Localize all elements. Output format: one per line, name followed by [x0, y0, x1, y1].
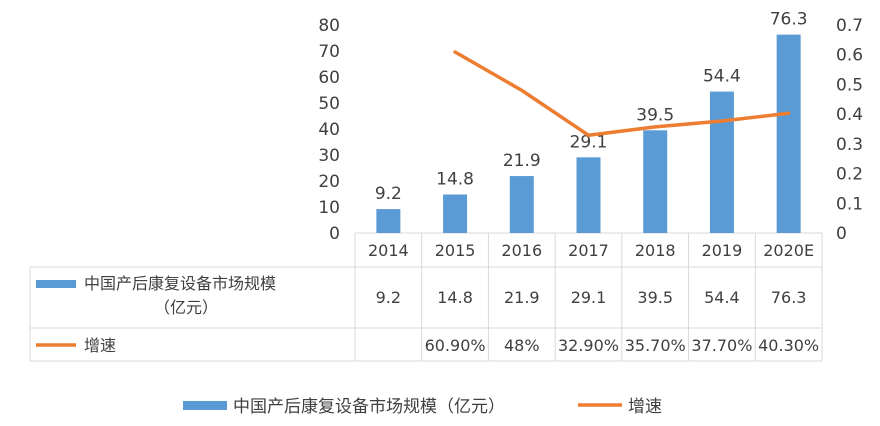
x-axis-category-label: 2020E	[763, 241, 814, 260]
left-axis-tick-label: 20	[318, 172, 340, 192]
bar-data-label: 39.5	[636, 105, 674, 125]
bar	[376, 209, 401, 233]
right-axis-tick-label: 0.6	[836, 46, 863, 66]
table-row1-value: 39.5	[637, 288, 673, 307]
right-axis-tick-label: 0.3	[836, 135, 863, 155]
growth-line-series	[453, 50, 791, 137]
bar	[576, 157, 601, 233]
left-axis-ticks: 0 10 20 30 40 50 60 70 80	[318, 16, 340, 244]
right-axis-tick-label: 0	[836, 224, 847, 244]
left-axis-tick-label: 0	[329, 224, 340, 244]
table-row1-value: 29.1	[571, 288, 607, 307]
right-axis-tick-label: 0.7	[836, 16, 863, 36]
x-axis-category-label: 2019	[702, 241, 743, 260]
bar-series	[376, 34, 801, 234]
table-row1-label-unit: （亿元）	[154, 298, 218, 317]
left-axis-tick-label: 70	[318, 42, 340, 62]
table-row2-value: 32.90%	[558, 336, 619, 355]
bar	[709, 91, 734, 233]
left-axis-tick-label: 40	[318, 120, 340, 140]
growth-line	[453, 50, 791, 137]
bar-data-label: 76.3	[770, 10, 808, 30]
legend-bar-swatch	[183, 401, 227, 410]
table-row2-value: 40.30%	[758, 336, 819, 355]
table-row2-value: 48%	[504, 336, 540, 355]
legend: 中国产后康复设备市场规模（亿元） 增速	[183, 397, 662, 417]
data-table-text: 2014 2015 2016 2017 2018 2019 2020E 中国产后康复设备市场规…	[36, 241, 819, 355]
table-row2-value: 35.70%	[625, 336, 686, 355]
bar	[643, 130, 668, 233]
table-row1-value: 76.3	[771, 288, 807, 307]
bar-data-label: 14.8	[436, 170, 474, 190]
table-row1-value: 21.9	[504, 288, 540, 307]
bar-data-label: 29.1	[570, 132, 608, 152]
right-axis-tick-label: 0.5	[836, 75, 863, 95]
bar	[443, 194, 468, 233]
right-axis-tick-label: 0.4	[836, 105, 863, 125]
right-axis-ticks: 0 0.1 0.2 0.3 0.4 0.5 0.6 0.7	[836, 16, 863, 244]
left-axis-tick-label: 30	[318, 146, 340, 166]
left-axis-tick-label: 60	[318, 68, 340, 88]
table-row1-value: 54.4	[704, 288, 740, 307]
x-axis-category-label: 2014	[368, 241, 409, 260]
right-axis-tick-label: 0.1	[836, 194, 863, 214]
legend-line-label: 增速	[628, 397, 662, 417]
bar	[776, 34, 801, 234]
bar-data-label: 54.4	[703, 67, 741, 87]
left-axis-tick-label: 10	[318, 198, 340, 218]
x-axis-category-label: 2015	[435, 241, 476, 260]
x-axis-category-label: 2017	[568, 241, 609, 260]
x-axis-category-label: 2016	[501, 241, 542, 260]
legend-bar-label: 中国产后康复设备市场规模（亿元）	[233, 397, 505, 417]
data-table-grid	[29, 232, 823, 362]
table-row2-label: 增速	[84, 336, 116, 355]
table-row2-value: 60.90%	[425, 336, 486, 355]
left-axis-tick-label: 50	[318, 94, 340, 114]
table-row1-label: 中国产后康复设备市场规模	[84, 274, 276, 293]
bar	[509, 176, 534, 233]
bar-data-labels: 9.2 14.8 21.9 29.1 39.5 54.4 76.3	[375, 10, 808, 204]
right-axis-tick-label: 0.2	[836, 165, 863, 185]
table-bar-key	[36, 280, 76, 288]
bar-data-label: 9.2	[375, 184, 402, 204]
left-axis-tick-label: 80	[318, 16, 340, 36]
table-row1-value: 9.2	[376, 288, 401, 307]
x-axis-category-label: 2018	[635, 241, 676, 260]
bar-data-label: 21.9	[503, 151, 541, 171]
table-row1-value: 14.8	[437, 288, 473, 307]
table-row2-value: 37.70%	[691, 336, 752, 355]
